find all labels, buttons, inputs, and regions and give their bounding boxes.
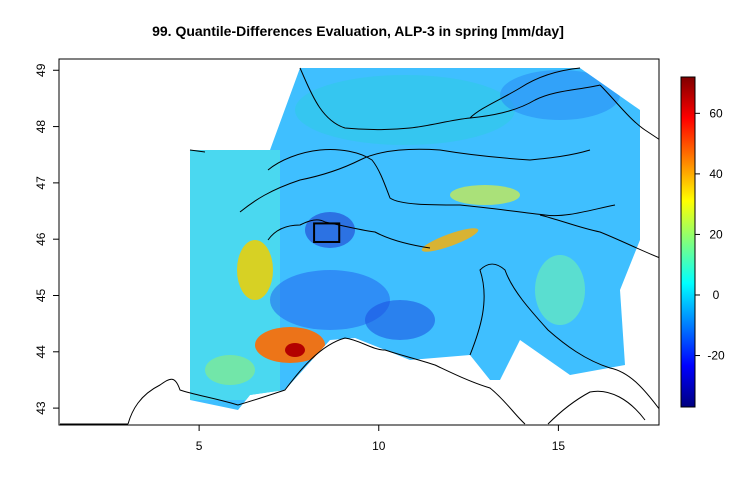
y-tick-label: 46 xyxy=(34,232,48,246)
y-axis: 43 44 45 46 47 48 49 xyxy=(34,63,59,415)
highlight-box xyxy=(313,222,341,243)
colorbar-ramp xyxy=(680,76,696,408)
y-tick-label: 45 xyxy=(34,288,48,302)
plot-frame xyxy=(58,58,660,426)
x-tick-label: 5 xyxy=(196,439,203,453)
x-tick-label: 15 xyxy=(552,439,566,453)
y-tick-label: 43 xyxy=(34,401,48,415)
colorbar-tick-label: -20 xyxy=(707,349,725,363)
map-panel: 5 10 15 43 44 45 46 47 48 49 xyxy=(34,58,660,453)
colorbar-tick-label: 20 xyxy=(709,227,723,241)
colorbar-tick-label: 60 xyxy=(709,106,723,120)
colorbar-tick-label: 0 xyxy=(713,288,720,302)
data-field xyxy=(190,68,640,410)
x-tick-label: 10 xyxy=(372,439,386,453)
y-tick-label: 48 xyxy=(34,120,48,134)
y-tick-label: 49 xyxy=(34,63,48,77)
figure-title: 99. Quantile-Differences Evaluation, ALP… xyxy=(152,23,564,39)
colorbar: 60 40 20 0 -20 xyxy=(680,76,725,408)
y-tick-label: 44 xyxy=(34,345,48,359)
x-axis: 5 10 15 xyxy=(196,425,566,453)
colorbar-ticks: 60 40 20 0 -20 xyxy=(695,106,725,363)
coastlines-and-borders xyxy=(60,67,659,425)
y-tick-label: 47 xyxy=(34,176,48,190)
colorbar-tick-label: 40 xyxy=(709,167,723,181)
